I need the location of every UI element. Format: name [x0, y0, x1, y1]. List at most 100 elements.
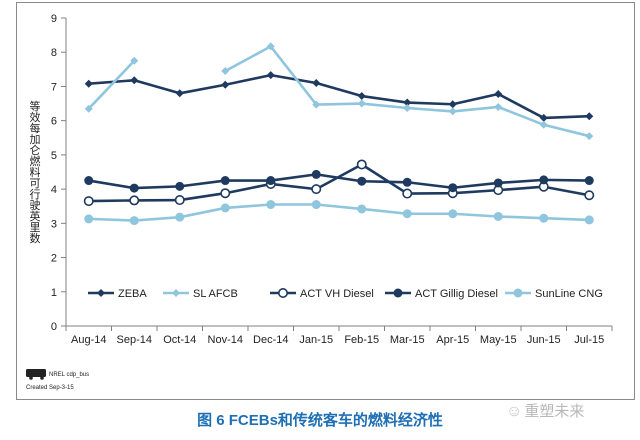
- data-point: [175, 89, 184, 98]
- data-point: [539, 175, 549, 185]
- x-tick-label: Feb-15: [344, 334, 379, 346]
- legend-item: ACT Gillig Diesel: [385, 288, 498, 300]
- data-point: [357, 176, 367, 186]
- series-line: [88, 173, 590, 190]
- x-tick-label: Aug-14: [71, 334, 106, 346]
- y-tick-label: 1: [51, 287, 57, 299]
- data-point: [493, 211, 503, 221]
- data-point: [448, 107, 457, 116]
- x-tick-label: Mar-15: [390, 334, 425, 346]
- data-point: [130, 56, 139, 65]
- data-point: [403, 98, 412, 107]
- data-point: [129, 195, 140, 206]
- chart-axes: 0 1 2 3 4 5 6 7 8 9 Aug-14 Sep-14 Oct-14 Nov-14 Dec-14…: [28, 13, 613, 346]
- data-point: [311, 169, 321, 179]
- y-tick-label: 9: [51, 13, 57, 25]
- series-act-gillig-diesel: [84, 169, 594, 193]
- data-point: [584, 190, 595, 201]
- x-tick-label: Oct-14: [163, 334, 196, 346]
- series-sunline-cng: [84, 200, 594, 226]
- series-zeba: [84, 71, 594, 122]
- legend-label: SL AFCB: [193, 288, 238, 300]
- series-line: [87, 59, 136, 110]
- data-point: [266, 200, 276, 210]
- data-point: [448, 100, 457, 109]
- x-tick-label: Jun-15: [527, 334, 561, 346]
- x-tick-label: Dec-14: [253, 334, 288, 346]
- data-point: [84, 214, 94, 224]
- y-tick-label: 0: [51, 321, 57, 333]
- series-line: [88, 73, 590, 120]
- data-point: [539, 213, 549, 223]
- data-point: [175, 212, 185, 222]
- x-tick-label: Nov-14: [208, 334, 243, 346]
- data-point: [220, 203, 230, 213]
- line-chart: 0 1 2 3 4 5 6 7 8 9 Aug-14 Sep-14 Oct-14 Nov-14 Dec-14…: [26, 13, 613, 391]
- y-tick-label: 6: [51, 116, 57, 128]
- legend-swatch-marker: [513, 288, 523, 298]
- data-point: [357, 204, 367, 214]
- data-point: [584, 176, 594, 186]
- y-axis-label: 等效每加仑燃料可行驶英里数: [28, 99, 41, 244]
- data-point: [84, 104, 93, 113]
- legend-label: ACT VH Diesel: [300, 288, 374, 300]
- data-point: [221, 80, 230, 89]
- legend-item: ACT VH Diesel: [270, 287, 374, 300]
- data-point: [311, 184, 322, 195]
- data-point: [83, 196, 94, 207]
- y-tick-label: 8: [51, 47, 57, 59]
- data-point: [402, 209, 412, 219]
- data-point: [130, 76, 139, 85]
- x-tick-label: May-15: [480, 334, 517, 346]
- data-point: [266, 71, 275, 80]
- data-point: [402, 188, 413, 199]
- data-point: [356, 159, 367, 170]
- wechat-icon: ☺: [506, 403, 523, 420]
- data-point: [220, 188, 231, 199]
- data-point: [174, 195, 185, 206]
- data-point: [220, 176, 230, 186]
- legend-item: SunLine CNG: [505, 288, 603, 300]
- figure-caption: 图 6 FCEBs和传统客车的燃料经济性: [197, 412, 443, 429]
- legend-label: ZEBA: [118, 288, 147, 300]
- data-point: [312, 79, 321, 88]
- footnote-logo-label: NREL cdp_bus: [49, 372, 89, 378]
- legend-swatch-marker: [393, 288, 403, 298]
- data-point: [311, 200, 321, 210]
- x-tick-label: Jul-15: [574, 334, 604, 346]
- y-tick-label: 3: [51, 218, 57, 230]
- bus-body: [26, 369, 46, 377]
- data-point: [448, 209, 458, 219]
- data-point: [129, 183, 139, 193]
- bus-wheel: [40, 376, 44, 380]
- x-tick-label: Sep-14: [117, 334, 152, 346]
- watermark-text: 重塑未来: [524, 403, 585, 420]
- x-tick-label: Jan-15: [299, 334, 333, 346]
- data-point: [539, 113, 548, 122]
- legend-item: SL AFCB: [163, 288, 238, 300]
- data-point: [402, 177, 412, 187]
- y-tick-label: 4: [51, 184, 57, 196]
- bus-wheel: [29, 376, 33, 380]
- legend-swatch-marker: [172, 289, 180, 297]
- legend-label: SunLine CNG: [535, 288, 603, 300]
- legend-swatch-marker: [277, 287, 288, 298]
- watermark: ☺ 重塑未来: [506, 400, 584, 421]
- legend-label: ACT Gillig Diesel: [415, 288, 498, 300]
- data-point: [493, 178, 503, 188]
- series-line: [88, 203, 590, 222]
- data-point: [175, 181, 185, 191]
- data-point: [84, 176, 94, 186]
- data-point: [221, 67, 230, 76]
- data-point: [266, 42, 275, 51]
- data-point: [585, 132, 594, 141]
- y-tick-label: 2: [51, 253, 57, 265]
- data-point: [539, 120, 548, 129]
- data-point: [357, 92, 366, 101]
- data-point: [494, 102, 503, 111]
- bus-icon: [26, 369, 46, 380]
- data-point: [84, 79, 93, 88]
- legend-item: ZEBA: [88, 288, 147, 300]
- data-point: [312, 100, 321, 109]
- data-point: [357, 99, 366, 108]
